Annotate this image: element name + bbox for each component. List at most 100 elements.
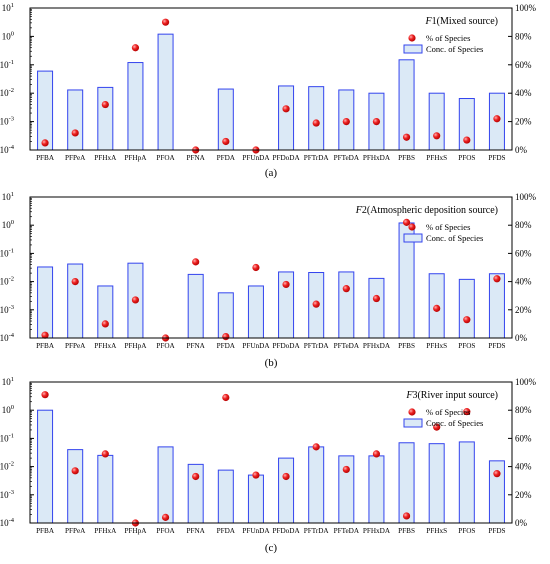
category-label-PFDA: PFDA — [217, 342, 236, 350]
point-PFBS — [402, 133, 411, 141]
category-label-PFOA: PFOA — [156, 154, 175, 162]
left-tick-label: 101 — [2, 191, 14, 202]
category-label-PFDA: PFDA — [217, 154, 236, 162]
left-tick-label: 10-2 — [0, 87, 14, 98]
category-label-PFHxS: PFHxS — [426, 527, 447, 535]
bar-PFPeA — [67, 89, 84, 151]
bar-PFDA — [217, 292, 234, 339]
panel-title: F3(River input source) — [405, 390, 498, 401]
category-label-PFNA: PFNA — [186, 154, 205, 162]
category-label-PFTrDA: PFTrDA — [304, 527, 330, 535]
point-PFDA — [222, 393, 230, 402]
bar-PFTrDA — [308, 446, 325, 524]
panel-label: (b) — [265, 357, 278, 369]
bar-PFBS — [398, 442, 415, 524]
point-PFBS — [402, 218, 411, 226]
legend-bar-swatch — [403, 44, 423, 54]
point-PFOS — [463, 316, 471, 324]
point-PFTeDA — [342, 465, 350, 474]
plot-frame — [29, 196, 513, 339]
category-label-PFPeA: PFPeA — [65, 154, 86, 162]
point-PFDA — [222, 137, 230, 146]
plot-frame — [29, 7, 513, 151]
category-label-PFOS: PFOS — [458, 527, 475, 535]
category-label-PFDA: PFDA — [217, 527, 236, 535]
category-label-PFHxDA: PFHxDA — [363, 527, 391, 535]
left-tick-label: 10-4 — [0, 517, 15, 528]
category-label-PFUnDA: PFUnDA — [242, 154, 270, 162]
category-label-PFHxA: PFHxA — [94, 342, 117, 350]
category-label-PFBA: PFBA — [36, 527, 55, 535]
right-tick-label: 20% — [515, 305, 532, 315]
left-tick-label: 10-1 — [0, 432, 14, 443]
category-label-PFBA: PFBA — [36, 154, 55, 162]
right-tick-label: 0% — [515, 518, 528, 528]
point-PFPeA — [71, 278, 79, 286]
bar-PFBA — [37, 409, 54, 524]
bar-PFDoDA — [278, 85, 295, 151]
bar-PFHxS — [428, 92, 445, 151]
panel-label: (c) — [265, 542, 278, 554]
bar-PFOS — [458, 278, 475, 339]
point-PFTrDA — [312, 119, 320, 127]
category-label-PFNA: PFNA — [186, 342, 205, 350]
point-PFHxA — [101, 100, 109, 109]
legend-bar-label: Conc. of Species — [426, 44, 483, 54]
bar-PFPeA — [67, 263, 84, 339]
point-PFNA — [192, 258, 200, 266]
category-label-PFOS: PFOS — [458, 154, 475, 162]
point-PFHpA — [131, 296, 140, 304]
right-tick-label: 80% — [515, 220, 532, 230]
point-PFPeA — [71, 467, 79, 475]
category-label-PFOS: PFOS — [458, 342, 475, 350]
right-tick-label: 80% — [515, 31, 532, 41]
category-label-PFDS: PFDS — [488, 527, 505, 535]
bar-PFBA — [37, 70, 54, 151]
right-tick-label: 100% — [515, 377, 537, 387]
point-PFBA — [41, 391, 49, 399]
bar-PFOA — [157, 33, 174, 151]
category-label-PFUnDA: PFUnDA — [242, 527, 270, 535]
point-PFBS — [402, 512, 411, 520]
right-tick-label: 40% — [515, 462, 532, 472]
right-tick-label: 20% — [515, 490, 532, 500]
category-label-PFHpA: PFHpA — [124, 342, 147, 350]
right-tick-label: 40% — [515, 88, 532, 98]
bar-PFHxA — [97, 285, 114, 339]
category-label-PFHxDA: PFHxDA — [363, 342, 391, 350]
point-PFOS — [463, 408, 471, 416]
point-PFTrDA — [312, 443, 320, 451]
bar-PFOA — [157, 446, 174, 524]
point-PFDS — [493, 470, 501, 478]
point-PFHxDA — [372, 294, 381, 303]
left-tick-label: 101 — [2, 376, 14, 387]
point-PFTeDA — [342, 285, 350, 293]
panel-title: F1(Mixed source) — [425, 16, 498, 27]
category-label-PFDoDA: PFDoDA — [272, 527, 300, 535]
category-label-PFHxDA: PFHxDA — [363, 154, 391, 162]
left-tick-label: 100 — [2, 30, 14, 41]
bar-PFDS — [488, 273, 505, 339]
category-label-PFBS: PFBS — [398, 342, 415, 350]
left-tick-label: 10-4 — [0, 332, 15, 343]
chart-panel-2: 10-4 10-3 10-2 10-1 100 101 0% 20% 40% 60% 80% 100%… — [0, 191, 537, 369]
legend-bar-swatch — [403, 233, 423, 243]
bar-PFPeA — [67, 449, 84, 524]
point-PFTeDA — [342, 118, 350, 126]
bar-PFHxA — [97, 454, 114, 524]
category-label-PFHxS: PFHxS — [426, 154, 447, 162]
point-PFUnDA — [252, 263, 260, 272]
bar-PFDoDA — [278, 457, 295, 524]
panel-label: (a) — [265, 167, 278, 179]
panel-title: F2(Atmospheric deposition source) — [355, 205, 498, 216]
category-label-PFUnDA: PFUnDA — [242, 342, 270, 350]
category-label-PFBA: PFBA — [36, 342, 55, 350]
point-PFBA — [41, 331, 49, 339]
category-label-PFDS: PFDS — [488, 342, 505, 350]
left-tick-label: 10-1 — [0, 247, 14, 258]
right-tick-label: 60% — [515, 433, 532, 443]
left-tick-label: 100 — [2, 404, 14, 415]
right-tick-label: 40% — [515, 277, 532, 287]
chart-panel-3: 10-4 10-3 10-2 10-1 100 101 0% 20% 40% 60% 80% 100%… — [0, 376, 537, 554]
